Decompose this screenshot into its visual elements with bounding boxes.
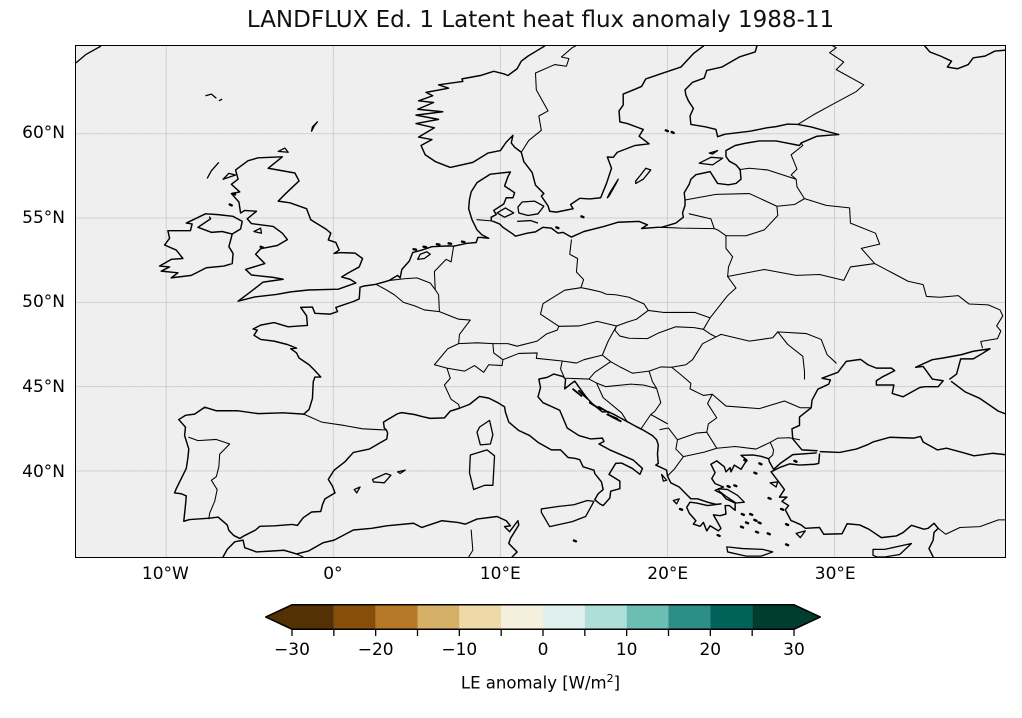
europe-map (76, 46, 1005, 557)
colorbar-segment (375, 605, 418, 629)
lat-tick-label-55n: 55°N (22, 207, 65, 228)
borders-west (189, 220, 564, 519)
coast-north-africa (223, 517, 519, 557)
lat-tick-label-50n: 50°N (22, 292, 65, 313)
borders-balkans (589, 332, 836, 476)
lon-tick-label-30e: 30°E (814, 564, 856, 584)
colorbar-segment (501, 605, 544, 629)
country-borders (189, 46, 1005, 557)
colorbar-segment (417, 605, 460, 629)
islands-small-dots (230, 130, 797, 545)
colorbar (265, 604, 821, 636)
colorbar-unit-prefix: LE anomaly [W/m (460, 673, 607, 693)
coastlines (160, 46, 1005, 557)
colorbar-unit-label: LE anomaly [W/m2] (75, 672, 1006, 693)
islands-dalmatian-chain (573, 389, 621, 421)
coast-atlantic-baltic (253, 46, 839, 414)
colorbar-ticks (291, 629, 795, 636)
lon-tick-label-20e: 20°E (647, 564, 689, 584)
colorbar-tick-label-10: 10 (615, 640, 638, 660)
colorbar-unit-suffix: ] (613, 673, 621, 693)
colorbar-segment (626, 605, 669, 629)
coast-iberia-med (175, 374, 939, 557)
islands-mediterranean (354, 420, 911, 557)
colorbar-segment (710, 605, 753, 629)
graticule (76, 46, 1005, 557)
islands-north (418, 151, 723, 260)
lat-tick-label-60n: 60°N (22, 123, 65, 143)
colorbar-segment (333, 605, 376, 629)
colorbar-tick-label-0: 0 (537, 640, 549, 660)
colorbar-segment (752, 605, 795, 629)
coast-great-britain (231, 157, 362, 301)
colorbar-segments (292, 605, 795, 629)
lon-tick-label-10w: 10°W (141, 564, 189, 584)
colorbar-segment (668, 605, 711, 629)
borders-africa-anatolia (297, 520, 1005, 557)
coast-black-sea (792, 349, 1005, 456)
lat-tick-label-45n: 45°N (22, 377, 65, 397)
coast-white-sea (925, 46, 1005, 69)
colorbar-under-arrow (266, 605, 292, 629)
lon-tick-label-0: 0° (323, 564, 343, 584)
lat-tick-label-40n: 40°N (22, 461, 65, 482)
colorbar-tick-label-neg30: −30 (274, 640, 310, 660)
coast-ireland (160, 214, 243, 278)
colorbar-tick-label-neg10: −10 (441, 640, 478, 660)
colorbar-segment (459, 605, 502, 629)
map-axes (75, 45, 1006, 558)
borders-central (541, 214, 736, 379)
colorbar-tick-label-30: 30 (783, 640, 805, 660)
colorbar-segment (292, 605, 334, 629)
colorbar-tick-label-20: 20 (699, 640, 722, 660)
lon-tick-label-10e: 10°E (479, 564, 521, 584)
colorbar-segment (584, 605, 627, 629)
colorbar-over-arrow (794, 605, 820, 629)
colorbar-segment (543, 605, 585, 629)
colorbar-tick-label-neg20: −20 (357, 640, 394, 660)
islands-british-and-faroes (76, 46, 317, 233)
coast-scandinavia (416, 46, 703, 212)
islands (76, 46, 911, 557)
borders-northeast (521, 46, 1003, 348)
plot-title: LANDFLUX Ed. 1 Latent heat flux anomaly … (246, 7, 835, 33)
colorbar-unit-sup: 2 (606, 672, 614, 685)
